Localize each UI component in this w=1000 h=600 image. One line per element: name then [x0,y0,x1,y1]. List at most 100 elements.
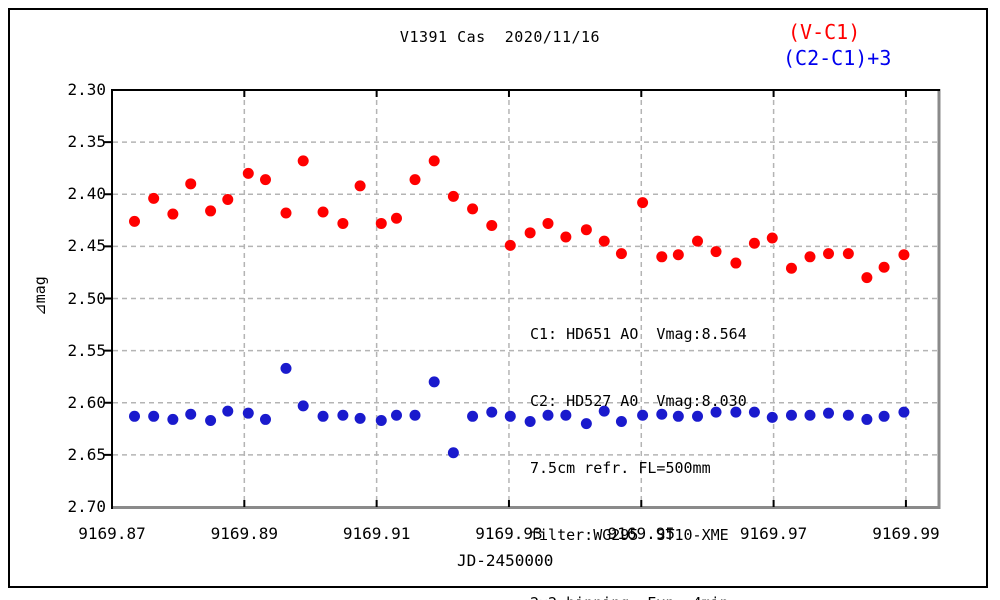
x-tick-label: 9169.95 [607,524,675,543]
x-tick-label: 9169.99 [872,524,940,543]
data-point-c2-c1 [598,405,610,417]
observation-notes: C1: HD651 AO Vmag:8.564 C2: HD527 A0 Vma… [530,278,747,600]
legend-entry-v-c1: (V-C1) [788,20,861,44]
data-point-c2-c1 [861,413,873,425]
data-point-c2-c1 [748,406,760,418]
data-point-c2-c1 [222,405,234,417]
data-point-v-c1 [804,251,816,263]
data-point-v-c1 [148,192,160,204]
data-point-c2-c1 [524,416,536,428]
x-tick-label: 9169.97 [739,524,808,543]
data-point-c2-c1 [823,407,835,419]
data-point-v-c1 [878,261,890,273]
data-point-c2-c1 [542,409,554,421]
y-tick-label: 2.70 [67,497,106,516]
data-point-c2-c1 [710,406,722,418]
data-point-v-c1 [823,248,835,260]
x-axis-label: JD-2450000 [457,551,554,570]
data-point-c2-c1 [878,410,890,422]
note-line: filter:WG295 ST10-XME [530,526,729,545]
data-point-v-c1 [390,212,402,224]
data-point-c2-c1 [280,362,292,374]
data-point-c2-c1 [766,411,778,423]
data-point-v-c1 [672,249,684,261]
data-point-c2-c1 [390,409,402,421]
data-point-c2-c1 [148,410,160,422]
x-tick-label: 9169.87 [78,524,146,543]
data-point-c2-c1 [428,376,440,388]
data-point-v-c1 [447,190,459,202]
x-tick-label: 9169.89 [210,524,279,543]
data-point-v-c1 [766,232,778,244]
data-point-v-c1 [375,217,387,229]
data-point-c2-c1 [637,409,649,421]
data-point-c2-c1 [242,407,254,419]
y-tick-label: 2.60 [67,392,106,412]
note-line: C2: HD527 A0 Vmag:8.030 [530,392,747,411]
data-point-v-c1 [748,237,760,249]
data-point-v-c1 [486,220,498,232]
data-point-v-c1 [542,217,554,229]
data-point-v-c1 [615,248,627,260]
y-tick-label: 2.40 [67,184,106,204]
data-point-v-c1 [242,167,254,179]
data-point-v-c1 [785,262,797,274]
data-point-v-c1 [409,174,421,186]
x-tick-label: 9169.93 [475,524,543,543]
data-point-v-c1 [598,235,610,247]
data-point-v-c1 [580,224,592,236]
data-point-c2-c1 [692,410,704,422]
data-point-v-c1 [167,208,179,220]
data-point-v-c1 [337,217,349,229]
data-point-v-c1 [730,257,742,269]
data-point-c2-c1 [317,410,329,422]
data-point-c2-c1 [672,410,684,422]
data-point-v-c1 [354,180,366,192]
y-tick-label: 2.45 [67,236,106,256]
note-line: 7.5cm refr. FL=500mm [530,459,711,478]
data-point-v-c1 [428,155,440,167]
y-tick-label: 2.65 [67,444,106,464]
data-point-v-c1 [656,251,668,263]
data-point-v-c1 [222,193,234,205]
data-point-c2-c1 [167,413,179,425]
data-point-c2-c1 [447,447,459,459]
data-point-c2-c1 [409,409,421,421]
data-point-v-c1 [524,227,536,239]
data-point-v-c1 [898,249,910,261]
data-point-c2-c1 [337,409,349,421]
data-point-v-c1 [637,197,649,209]
data-point-v-c1 [317,206,329,218]
y-tick-label: 2.30 [67,80,106,99]
data-point-c2-c1 [842,409,854,421]
data-point-c2-c1 [730,406,742,418]
data-point-c2-c1 [185,408,197,420]
data-point-c2-c1 [785,409,797,421]
data-point-c2-c1 [898,406,910,418]
data-point-c2-c1 [504,410,516,422]
data-point-v-c1 [205,205,217,217]
note-line: 2×2 binning Exp. 4min [530,592,747,600]
data-point-v-c1 [560,231,572,243]
y-tick-label: 2.55 [67,340,106,360]
data-point-c2-c1 [259,413,271,425]
y-tick-label: 2.50 [67,288,106,308]
data-point-c2-c1 [804,409,816,421]
data-point-c2-c1 [375,414,387,426]
data-point-v-c1 [128,215,140,227]
data-point-c2-c1 [560,409,572,421]
data-point-v-c1 [467,203,479,215]
data-point-v-c1 [692,235,704,247]
note-line: C1: HD651 AO Vmag:8.564 [530,324,747,343]
x-tick-label: 9169.91 [342,524,411,543]
data-point-c2-c1 [656,408,668,420]
y-tick-label: 2.35 [67,132,106,152]
data-point-v-c1 [297,155,309,167]
data-point-c2-c1 [486,406,498,418]
data-point-v-c1 [280,207,292,219]
data-point-v-c1 [710,246,722,258]
data-point-c2-c1 [205,414,217,426]
data-point-v-c1 [842,248,854,260]
